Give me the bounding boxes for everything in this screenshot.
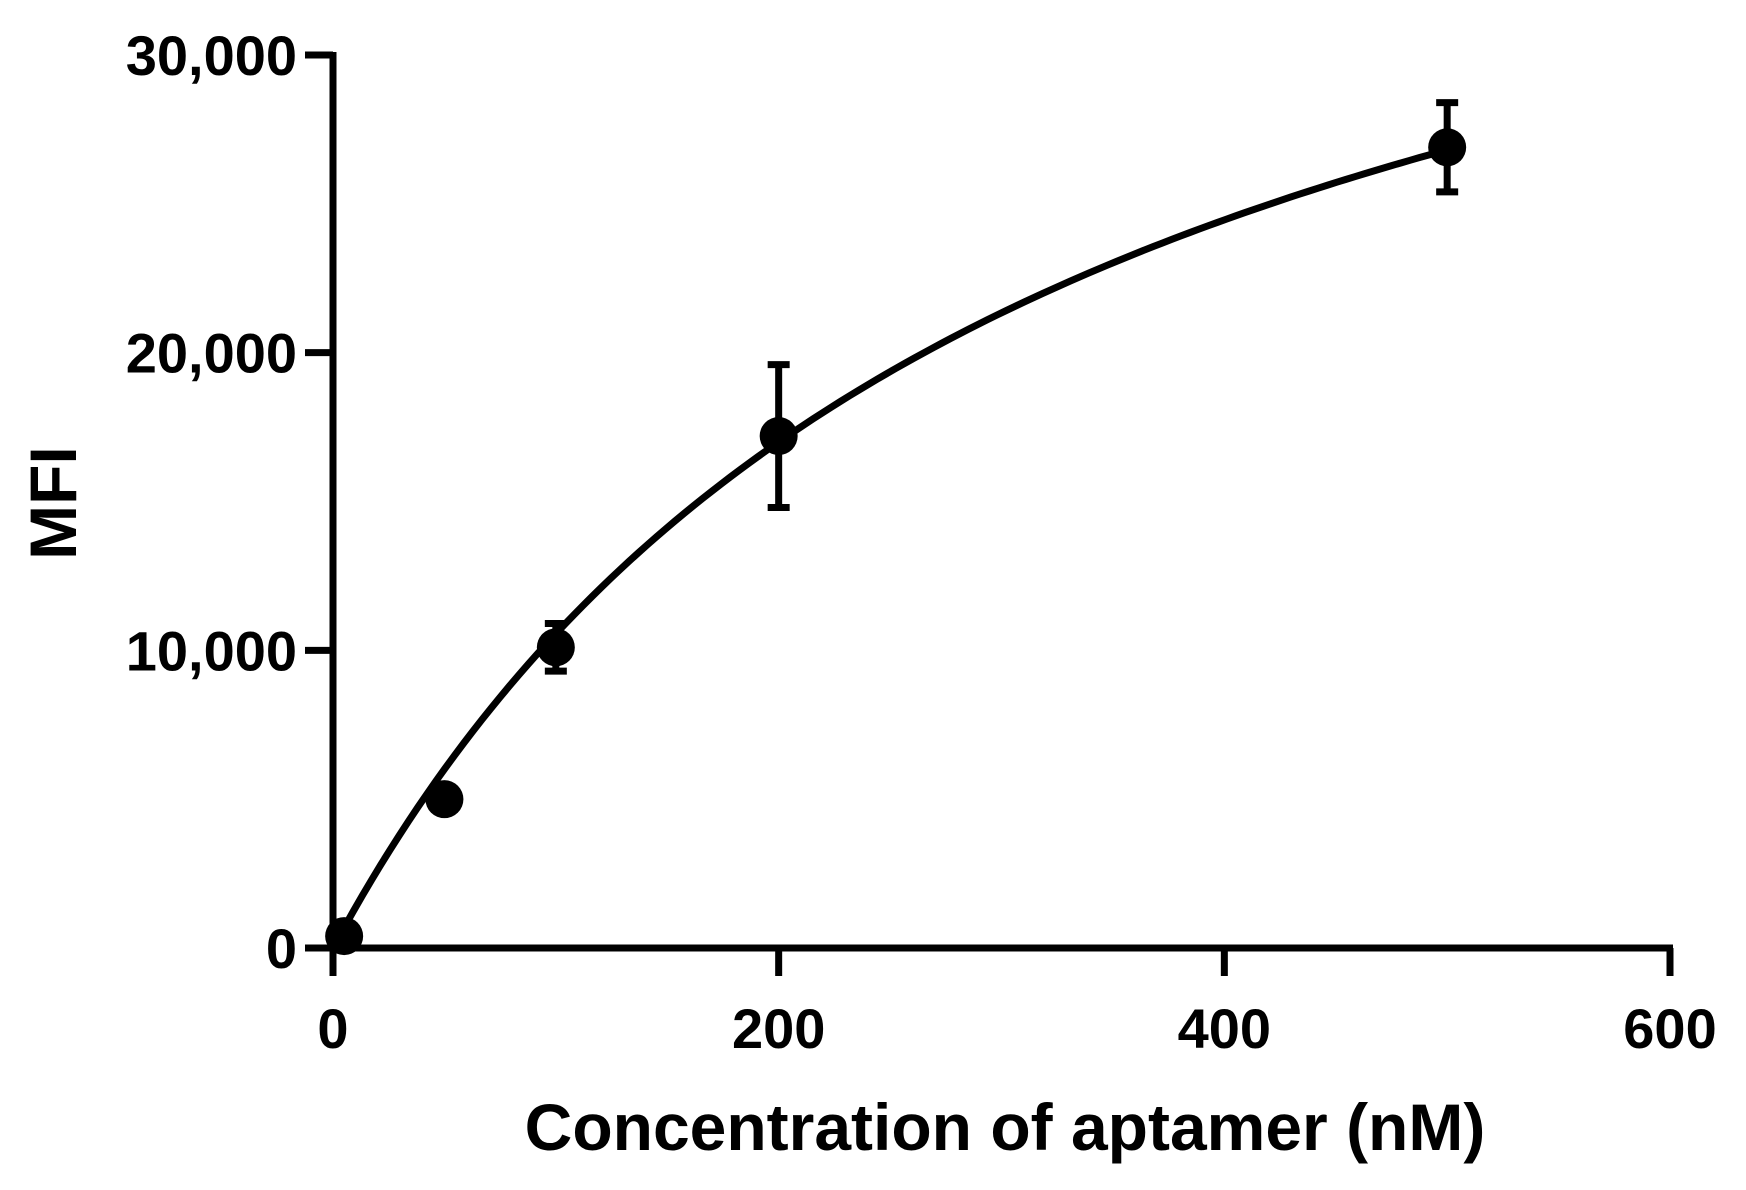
y-tick-label: 0 [266, 917, 297, 980]
data-point [1428, 128, 1467, 167]
x-tick-label: 0 [317, 997, 348, 1060]
fit-curve-line [340, 146, 1451, 932]
x-tick-label: 200 [732, 997, 825, 1060]
fit-curve-layer [340, 146, 1451, 932]
data-points [325, 128, 1467, 956]
y-tick-label: 20,000 [126, 322, 297, 385]
y-tick-label: 30,000 [126, 24, 297, 87]
tick-labels: 0 10,000 20,000 30,000 0 200 400 600 [126, 24, 1717, 1060]
data-point [759, 417, 798, 456]
x-axis-label: Concentration of aptamer (nM) [525, 1090, 1486, 1164]
data-point [425, 780, 464, 819]
axes [305, 51, 1674, 976]
y-tick-label: 10,000 [126, 619, 297, 682]
y-axis-label: MFI [16, 446, 90, 560]
x-tick-label: 400 [1178, 997, 1271, 1060]
data-point [536, 628, 575, 667]
x-tick-label: 600 [1623, 997, 1716, 1060]
